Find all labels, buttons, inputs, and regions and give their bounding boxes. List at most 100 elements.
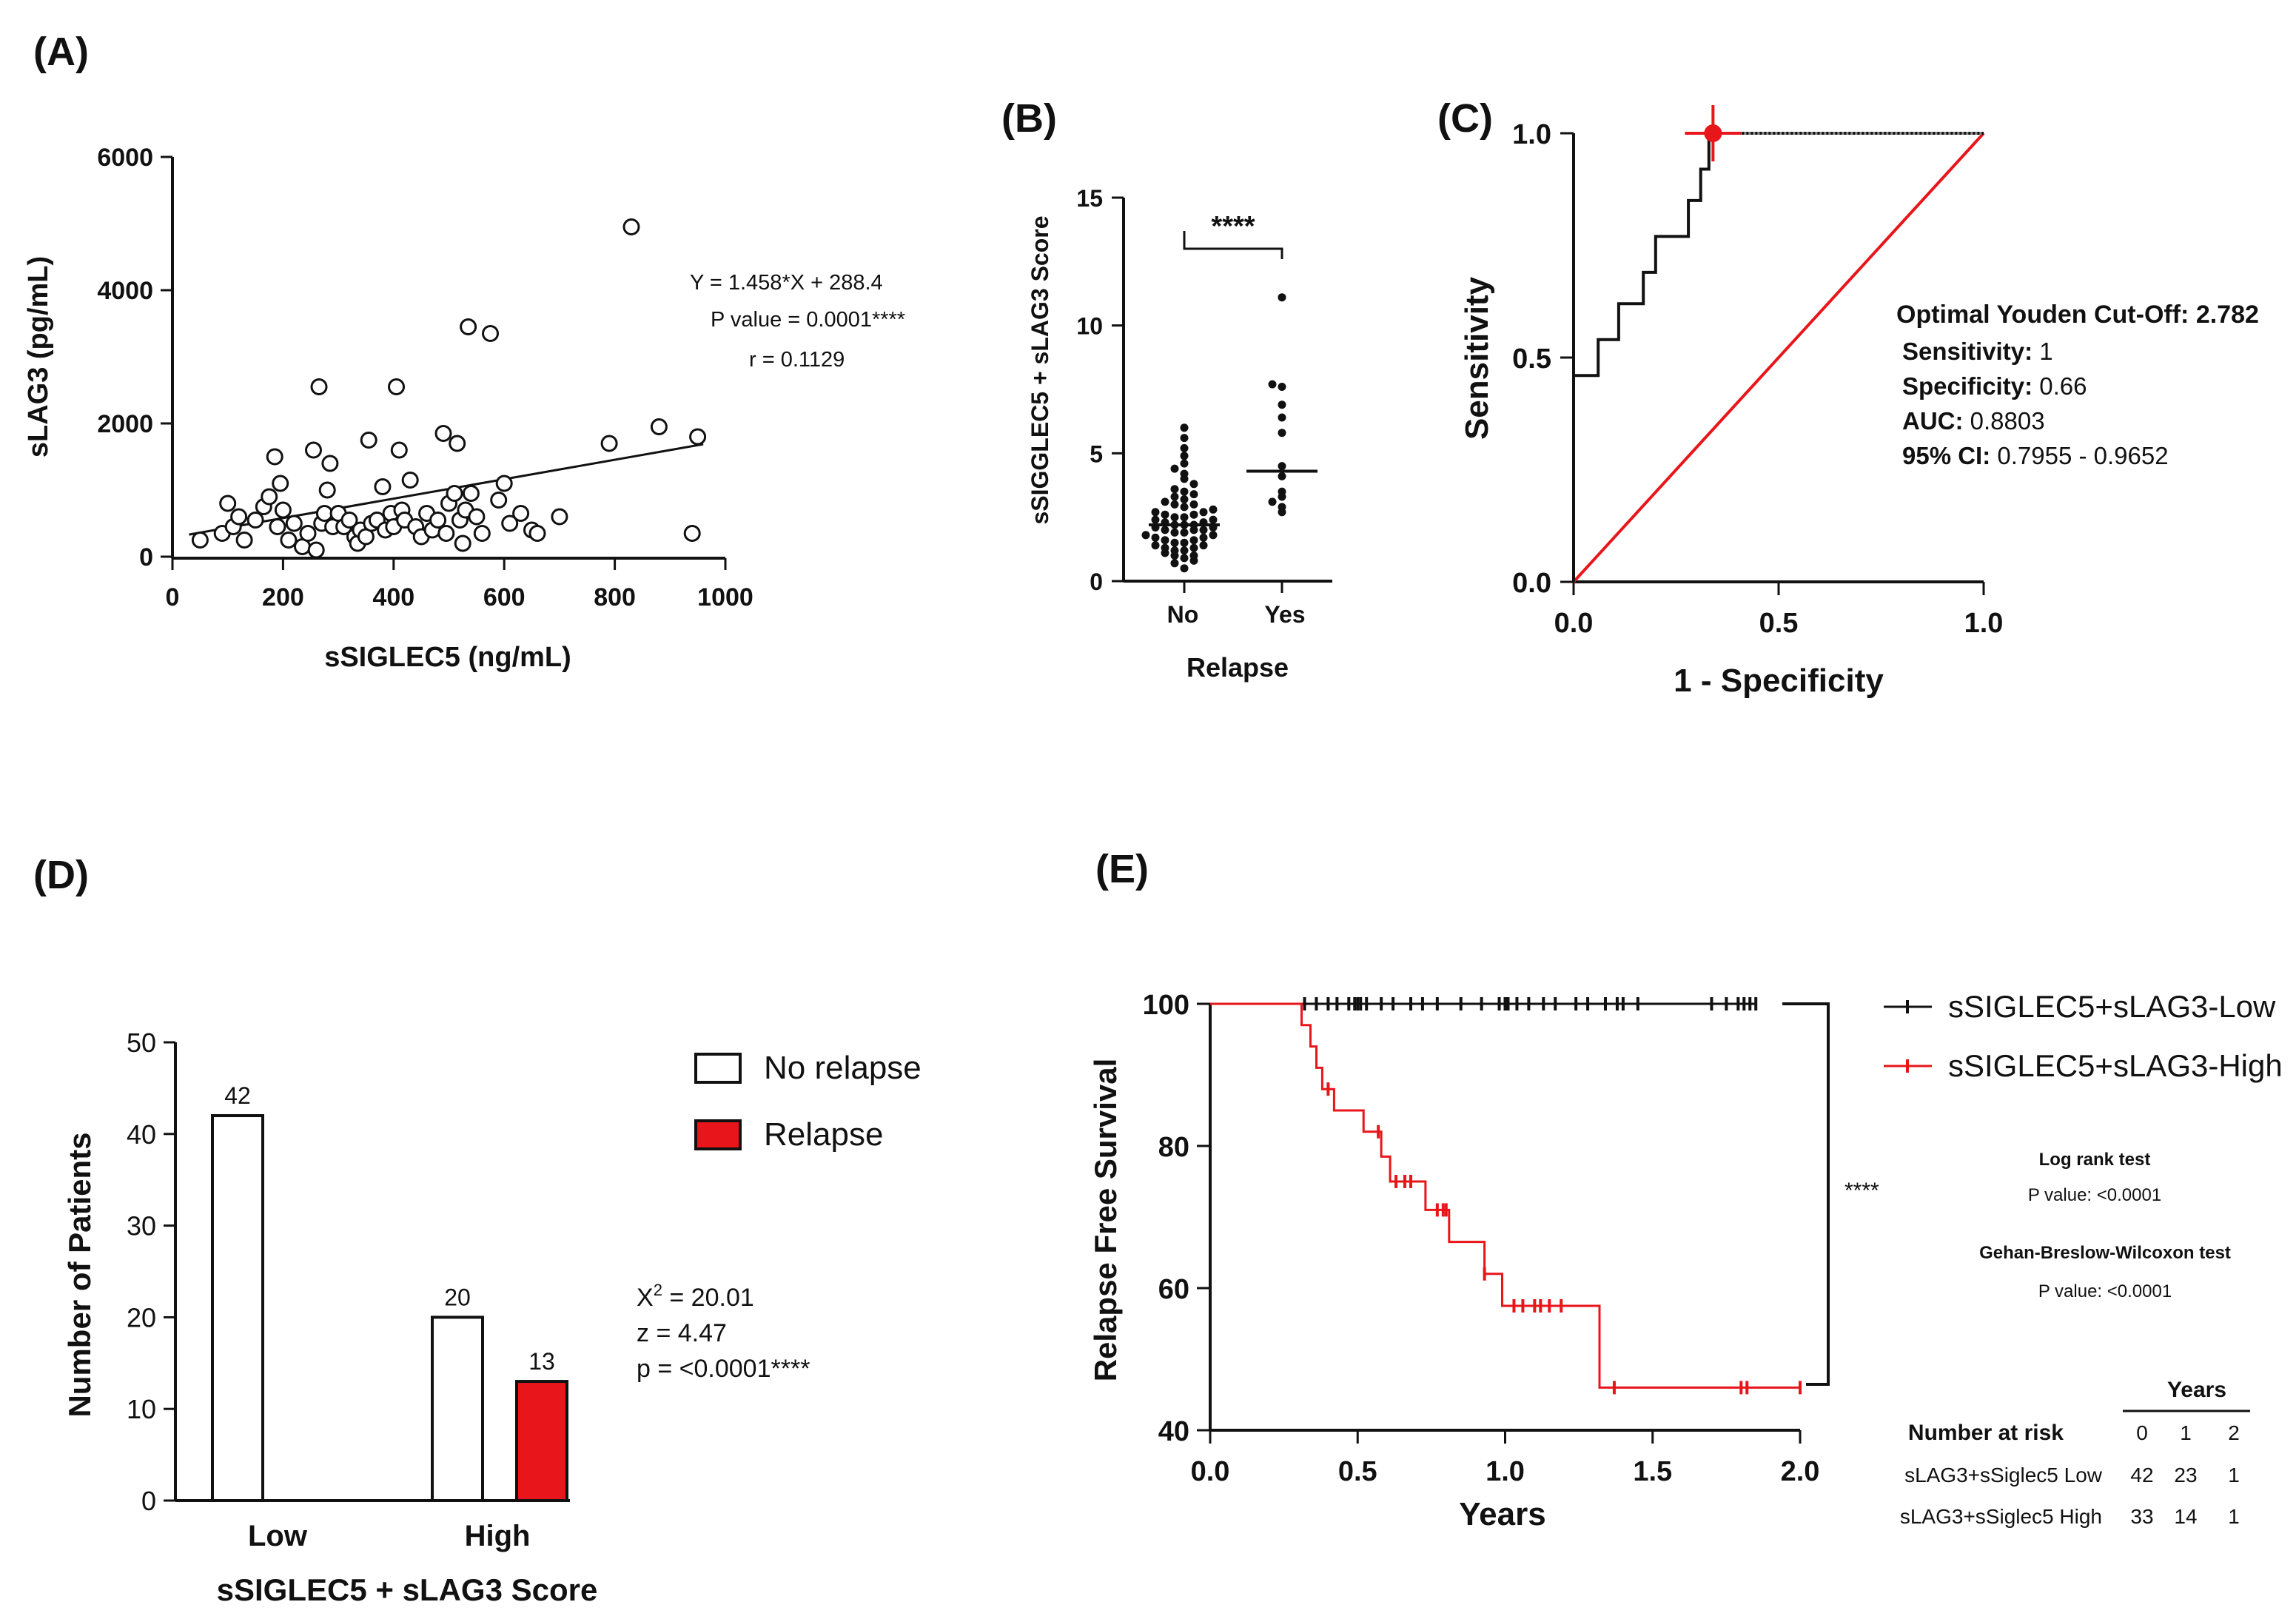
x-tick-label-c: 0.0 (1554, 608, 1594, 639)
scatter-point-a (446, 485, 463, 502)
scatter-point-a (454, 534, 471, 552)
y-tick-label-b: 10 (1076, 313, 1103, 340)
dot-b (1278, 487, 1286, 496)
dot-b (1180, 452, 1189, 460)
roc-stat: Sensitivity: 1 (1902, 338, 2053, 365)
y-axis-title-e: Relapse Free Survival (1088, 1059, 1123, 1382)
dot-b (1278, 462, 1286, 471)
scatter-point-a (528, 525, 546, 542)
scatter-point-a (307, 541, 325, 559)
survival-curve-high (1210, 1002, 1800, 1389)
reference-diagonal-c (1572, 132, 1985, 583)
x-axis-title-d: sSIGLEC5 + sLAG3 Score (217, 1572, 598, 1607)
panel-label-a: (A) (33, 30, 89, 74)
roc-curve-c (1572, 132, 1984, 582)
x-tick-label-c: 0.5 (1759, 608, 1799, 639)
scatter-point-a (482, 325, 499, 342)
risk-table-value: 33 (2130, 1505, 2153, 1528)
roc-stat-label: 95% CI: (1902, 442, 1990, 469)
chi-square-stat: X2 = 20.01 (637, 1281, 754, 1312)
scatter-point-a (473, 525, 491, 542)
risk-table-header: Years (2167, 1378, 2226, 1402)
dot-b (1278, 293, 1286, 302)
regression-p-value: P value = 0.0001**** (711, 308, 905, 332)
y-tick-label-d: 40 (127, 1119, 156, 1150)
scatter-point-a (495, 475, 513, 492)
dot-b (1151, 508, 1160, 517)
dot-b (1180, 546, 1189, 555)
y-tick-label-d: 10 (127, 1394, 156, 1424)
bar-value-label: 13 (528, 1348, 555, 1375)
dot-b (1268, 497, 1277, 506)
dot-b (1278, 383, 1286, 391)
y-tick-label-e: 80 (1158, 1132, 1189, 1163)
risk-table-row-label: sLAG3+sSiglec5 High (1900, 1505, 2102, 1528)
log-rank-p-value: P value: <0.0001 (2028, 1185, 2161, 1205)
y-tick-label-e: 100 (1143, 990, 1189, 1021)
x-tick-label-a: 200 (262, 583, 304, 611)
scatter-point-a (434, 425, 452, 442)
x-axis-title-a: sSIGLEC5 (ng/mL) (324, 642, 571, 673)
dot-b (1151, 515, 1160, 524)
dot-b (1170, 500, 1179, 509)
significance-bracket-e (1782, 1002, 1830, 1386)
z-stat: z = 4.47 (637, 1319, 727, 1347)
dot-b (1199, 541, 1208, 550)
x-axis-title-c: 1 - Specificity (1674, 663, 1884, 699)
significance-stars-b: **** (1211, 211, 1255, 242)
dot-b (1151, 533, 1160, 542)
regression-equation: Y = 1.458*X + 288.4 (690, 271, 883, 295)
significance-stars-e: **** (1844, 1179, 1879, 1203)
chi-square-superscript: 2 (654, 1281, 662, 1299)
gbw-p-value: P value: <0.0001 (2038, 1281, 2172, 1301)
y-axis-title-a: sLAG3 (pg/mL) (23, 256, 54, 457)
x-tick-label-d: High (465, 1520, 531, 1552)
x-tick-label-a: 800 (594, 583, 636, 611)
dot-b (1180, 495, 1189, 503)
bar-no-relapse (431, 1315, 484, 1503)
dot-b (1170, 485, 1179, 494)
correlation-r: r = 0.1129 (749, 348, 845, 372)
dot-b (1180, 434, 1189, 443)
scatter-point-a (460, 318, 477, 335)
risk-table-value: 1 (2228, 1464, 2240, 1486)
x-axis-title-e: Years (1459, 1496, 1545, 1532)
dot-b (1189, 510, 1198, 519)
dot-b (1189, 490, 1198, 499)
bar-value-label: 20 (444, 1284, 471, 1310)
y-tick-label-a: 0 (139, 543, 153, 571)
dot-b (1278, 429, 1286, 438)
x-tick-label-a: 400 (372, 583, 414, 611)
x-tick-label-a: 1000 (697, 583, 753, 611)
y-tick-label-b: 15 (1076, 185, 1103, 212)
scatter-point-a (318, 481, 336, 499)
dot-b (1209, 505, 1218, 514)
x-tick-label-d: Low (248, 1520, 308, 1552)
dot-b (1170, 464, 1179, 473)
dot-b (1209, 515, 1218, 524)
dot-b (1161, 526, 1169, 534)
x-tick-label-e: 0.5 (1338, 1456, 1377, 1487)
roc-stat-label: Specificity: (1902, 372, 2033, 400)
scatter-point-a (191, 532, 209, 549)
y-axis-title-c: Sensitivity (1459, 276, 1495, 440)
scatter-point-a (388, 378, 405, 395)
y-axis-title-d: Number of Patients (62, 1132, 97, 1417)
scatter-point-a (235, 532, 253, 549)
scatter-point-a (501, 514, 519, 532)
dot-b (1170, 528, 1179, 537)
dot-b (1170, 559, 1179, 568)
risk-table-time: 2 (2228, 1421, 2240, 1444)
chi-square-value: = 20.01 (662, 1284, 754, 1312)
dot-b (1180, 513, 1189, 522)
legend-label-no-relapse: No relapse (764, 1050, 922, 1086)
roc-stat-label: AUC: (1902, 407, 1963, 435)
risk-table-value: 1 (2228, 1505, 2240, 1528)
y-tick-label-c: 0.0 (1512, 568, 1551, 599)
scatter-point-a (689, 428, 707, 446)
y-tick-label-a: 4000 (97, 277, 153, 305)
dot-b (1170, 513, 1179, 522)
scatter-point-a (315, 505, 333, 522)
y-tick-label-e: 40 (1158, 1416, 1189, 1447)
